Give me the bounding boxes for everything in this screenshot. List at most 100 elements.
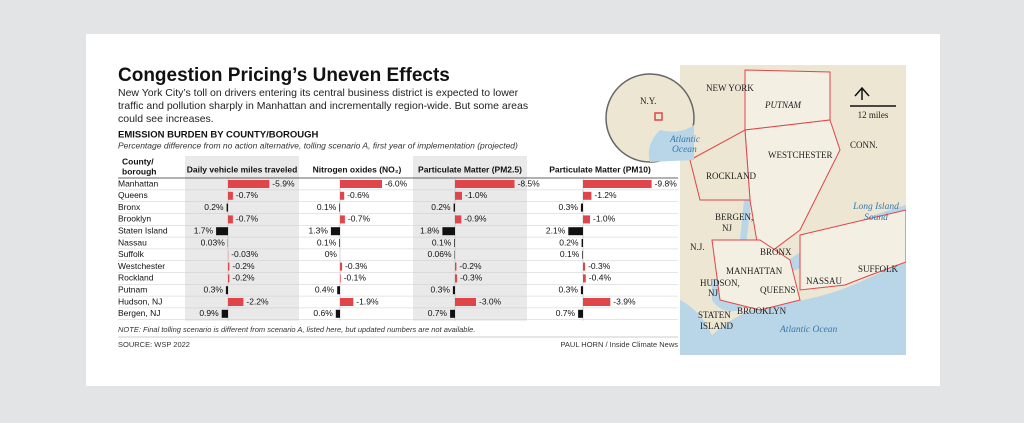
bar (228, 298, 243, 306)
bar (442, 227, 455, 235)
value-label: 1.7% (194, 225, 214, 235)
bar (228, 215, 233, 223)
value-label: -5.9% (272, 178, 295, 188)
bar (578, 310, 583, 318)
map-label: Ocean (672, 145, 697, 155)
subtitle: could see increases. (118, 113, 214, 125)
value-label: 2.1% (546, 225, 566, 235)
row-name: Bronx (118, 202, 141, 212)
value-label: 0.4% (315, 284, 335, 294)
value-label: -0.1% (344, 273, 367, 283)
bar (450, 310, 455, 318)
value-label: -0.4% (589, 273, 612, 283)
value-label: -1.0% (593, 214, 616, 224)
title: Congestion Pricing’s Uneven Effects (118, 65, 450, 86)
row-name: Queens (118, 190, 148, 200)
bar (455, 274, 457, 282)
bar (228, 192, 233, 200)
value-label: 1.3% (309, 225, 329, 235)
value-label: -0.3% (588, 261, 611, 271)
map-label: BROOKLYN (737, 306, 787, 316)
subtitle: traffic and pollution sharply in Manhatt… (118, 100, 528, 112)
bar (340, 215, 345, 223)
bar (228, 274, 229, 282)
value-label: 0.7% (556, 308, 576, 318)
bar (222, 310, 228, 318)
value-label: -0.7% (236, 214, 259, 224)
credit: PAUL HORN / Inside Climate News (560, 340, 678, 349)
bar (582, 239, 583, 247)
value-label: 0.3% (559, 202, 579, 212)
value-label: -8.5% (518, 178, 541, 188)
subtitle: New York City’s toll on drivers entering… (118, 87, 519, 99)
bar (340, 298, 353, 306)
bar (454, 239, 455, 247)
row-name: Manhattan (118, 178, 158, 188)
map-label: NJ (722, 223, 732, 233)
value-label: 0.3% (204, 284, 224, 294)
bar (455, 263, 456, 271)
value-label: 0.3% (431, 284, 451, 294)
row-name: Bergen, NJ (118, 308, 161, 318)
value-label: 0.2% (204, 202, 224, 212)
value-label: -1.9% (356, 296, 379, 306)
map-label: NEW YORK (706, 83, 754, 93)
bar (583, 180, 652, 188)
map-label: 12 miles (858, 110, 889, 120)
value-label: -1.0% (465, 190, 488, 200)
value-label: -0.03% (231, 249, 258, 259)
map-label: MANHATTAN (726, 266, 783, 276)
map-label: NJ (708, 288, 718, 298)
value-label: -2.2% (246, 296, 269, 306)
value-label: 1.8% (420, 225, 440, 235)
bar (228, 263, 229, 271)
row-name: Staten Island (118, 225, 168, 235)
row-header: borough (122, 166, 156, 176)
bar (340, 192, 344, 200)
value-label: -0.3% (345, 261, 368, 271)
bar (455, 298, 476, 306)
map-label: N.Y. (640, 96, 656, 106)
value-label: 0.9% (199, 308, 219, 318)
value-label: 0% (325, 249, 338, 259)
row-name: Suffolk (118, 249, 145, 259)
bar (453, 286, 455, 294)
value-label: -0.2% (232, 261, 255, 271)
bar (454, 204, 455, 212)
map-label: CONN. (850, 140, 878, 150)
map-label: Sound (864, 213, 888, 223)
row-header: County/ (122, 156, 154, 166)
column-header: Daily vehicle miles traveled (187, 164, 298, 174)
map-label: SUFFOLK (858, 264, 899, 274)
bar (583, 215, 590, 223)
bar (336, 310, 340, 318)
row-name: Putnam (118, 284, 147, 294)
source: SOURCE: WSP 2022 (118, 340, 190, 349)
map-label: ROCKLAND (706, 171, 757, 181)
map-label: Long Island (852, 202, 899, 212)
table-heading: EMISSION BURDEN BY COUNTY/BOROUGH (118, 130, 319, 141)
value-label: 0.06% (427, 249, 452, 259)
row-name: Nassau (118, 237, 147, 247)
bar (583, 192, 591, 200)
bar (340, 274, 341, 282)
bar (228, 180, 269, 188)
bar (581, 286, 583, 294)
value-label: 0.1% (317, 237, 337, 247)
map-label: PUTNAM (764, 100, 802, 110)
map-label: HUDSON, (700, 278, 740, 288)
bar (455, 192, 462, 200)
value-label: -0.9% (464, 214, 487, 224)
bar (581, 204, 583, 212)
bar (340, 180, 382, 188)
row-name: Brooklyn (118, 214, 151, 224)
value-label: 0.6% (313, 308, 333, 318)
table-caption: Percentage difference from no action alt… (118, 140, 518, 150)
value-label: 0.2% (559, 237, 579, 247)
map-label: QUEENS (760, 285, 796, 295)
map-label: BERGEN, (715, 212, 753, 222)
bar (455, 180, 515, 188)
value-label: -6.0% (385, 178, 408, 188)
map-label: STATEN (698, 310, 731, 320)
